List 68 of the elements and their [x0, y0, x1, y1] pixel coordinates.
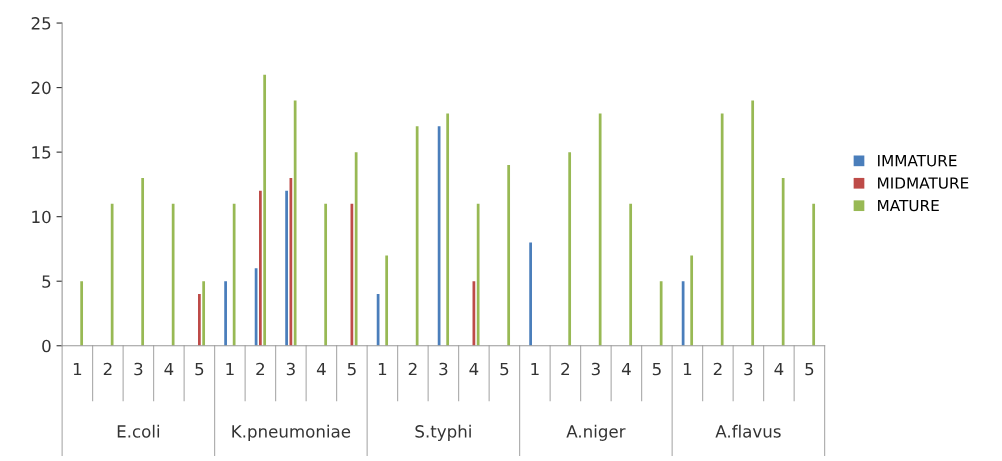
text: A.niger	[566, 424, 626, 441]
legend-label: MATURE	[878, 199, 939, 212]
bar	[232, 203, 236, 346]
x-tick-label: 3	[591, 362, 600, 376]
bar	[598, 113, 602, 346]
bar	[202, 281, 206, 346]
bar	[110, 203, 114, 346]
bar	[293, 100, 297, 346]
bar	[529, 242, 532, 346]
x-tick-label: 1	[531, 362, 539, 376]
bar	[568, 152, 572, 346]
bar	[720, 113, 724, 346]
bar	[224, 281, 227, 346]
bar	[751, 100, 755, 346]
bar	[781, 177, 785, 346]
y-tick-label: 20	[31, 81, 51, 95]
bar	[263, 74, 267, 346]
bar	[385, 255, 389, 346]
bar	[80, 281, 84, 346]
text: K.pneumoniae	[232, 424, 351, 441]
x-tick-label: 2	[408, 362, 417, 376]
bar	[171, 203, 175, 346]
text: A.flavus	[715, 424, 781, 438]
bar	[198, 294, 201, 346]
bar	[415, 126, 419, 346]
x-tick-label: 2	[561, 362, 570, 376]
x-tick-label: 3	[439, 362, 448, 376]
bar	[690, 255, 694, 346]
x-tick-label: 4	[621, 362, 631, 376]
legend-label: MIDMATURE	[878, 177, 969, 189]
x-tick-label: 4	[774, 362, 784, 376]
bar	[659, 281, 663, 346]
y-tick-label: 15	[32, 146, 51, 159]
y-tick-label: 25	[31, 17, 51, 30]
bar	[285, 190, 288, 346]
x-tick-label: 2	[103, 362, 112, 376]
x-tick-label: 5	[500, 362, 509, 376]
x-tick-label: 5	[805, 362, 814, 376]
x-tick-label: 4	[316, 362, 326, 376]
bar	[476, 203, 480, 346]
bar	[629, 203, 633, 346]
y-tick-label: 0	[42, 339, 51, 353]
x-tick-label: 5	[195, 362, 204, 376]
x-tick-label: 5	[347, 362, 356, 376]
x-tick-label: 2	[256, 362, 265, 376]
x-tick-label: 5	[652, 362, 661, 376]
x-tick-label: 1	[73, 362, 82, 376]
x-tick-label: 2	[713, 362, 722, 376]
bar	[259, 190, 262, 346]
x-tick-label: 1	[378, 362, 387, 376]
x-tick-label: 3	[744, 362, 753, 376]
bar	[446, 113, 450, 346]
x-tick-label: 3	[134, 362, 143, 376]
text: E.coli	[117, 424, 160, 438]
bar	[507, 165, 511, 346]
x-tick-label: 1	[683, 362, 692, 376]
x-tick-label: 4	[164, 362, 174, 376]
bar	[812, 203, 816, 346]
y-tick-label: 10	[32, 210, 51, 224]
x-tick-label: 3	[286, 362, 295, 376]
text: S.typhi	[415, 424, 471, 441]
y-tick-label: 5	[42, 275, 51, 288]
bar	[141, 177, 145, 346]
legend-label: IMMATURE	[878, 155, 957, 167]
bar	[324, 203, 328, 346]
bar	[354, 152, 358, 346]
x-tick-label: 4	[469, 362, 479, 376]
x-tick-label: 1	[226, 362, 234, 376]
